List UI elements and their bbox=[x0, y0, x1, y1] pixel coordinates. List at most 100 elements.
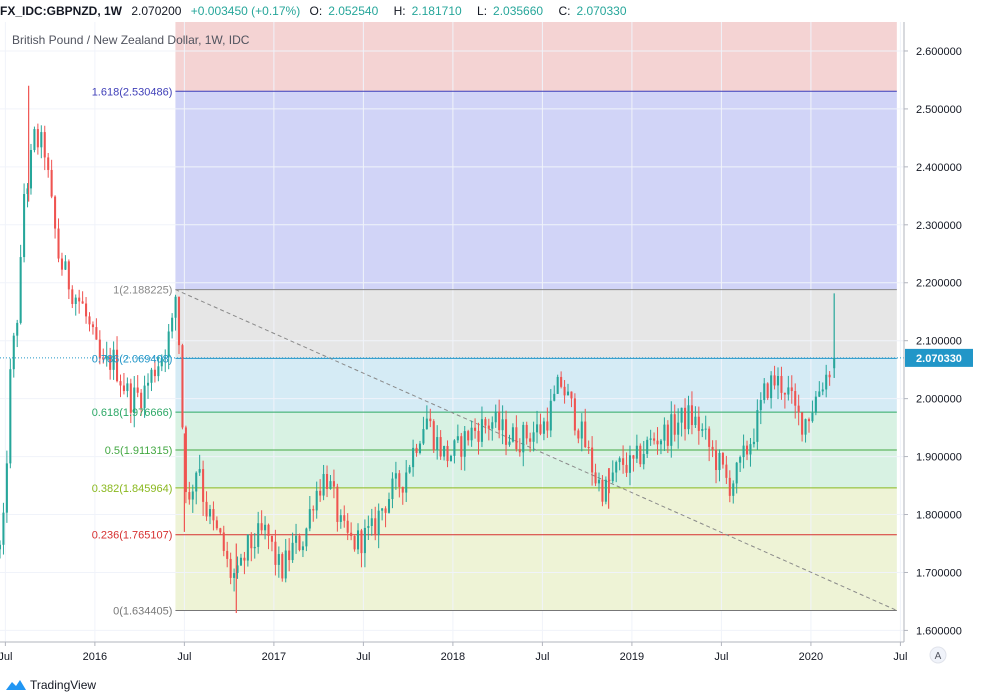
candle-body-38 bbox=[129, 383, 132, 413]
footer-branding: TradingView bbox=[0, 674, 96, 696]
candle-body-93 bbox=[319, 490, 322, 496]
xtick-label-8: Jul bbox=[714, 651, 728, 663]
candle-body-132 bbox=[453, 440, 456, 456]
auto-button-label[interactable]: A bbox=[935, 651, 942, 662]
candle-body-145 bbox=[498, 411, 501, 431]
auto-scale-button[interactable]: A bbox=[929, 646, 947, 664]
candle-body-214 bbox=[735, 462, 738, 484]
close-value: 2.070330 bbox=[576, 4, 627, 18]
candle-body-118 bbox=[405, 472, 408, 493]
candle-body-9 bbox=[29, 150, 33, 189]
candle-body-199 bbox=[684, 407, 687, 430]
candle-body-209 bbox=[718, 452, 721, 471]
candle-body-187 bbox=[642, 453, 645, 465]
candle-body-190 bbox=[653, 438, 656, 441]
fib-label-0.382: 0.382(1.845964) bbox=[92, 483, 173, 495]
candle-body-60 bbox=[205, 501, 208, 517]
candle-body-159 bbox=[546, 421, 549, 431]
candle-body-119 bbox=[408, 467, 411, 473]
candle-body-54 bbox=[184, 427, 187, 493]
candle-body-174 bbox=[597, 479, 601, 484]
fib-level-labels: 1.618(2.530486) 1(2.188225) 0.786(2.069408… bbox=[92, 86, 173, 617]
auto-button-circle[interactable] bbox=[929, 646, 947, 664]
candle-body-168 bbox=[577, 430, 580, 439]
xtick-label-4: Jul bbox=[356, 651, 370, 663]
candle-body-1 bbox=[2, 512, 5, 545]
fib-label-0: 0(1.634405) bbox=[113, 605, 172, 617]
candle-body-121 bbox=[415, 447, 418, 453]
candle-body-161 bbox=[553, 393, 556, 401]
candle-body-173 bbox=[594, 472, 597, 484]
candle-body-78 bbox=[267, 524, 270, 536]
symbol-header: FX_IDC:GBPNZD, 1W 2.070200 +0.003450 (+0… bbox=[0, 0, 986, 22]
candle-body-72 bbox=[246, 534, 249, 561]
candle-body-90 bbox=[308, 509, 311, 529]
candle-body-82 bbox=[281, 554, 284, 579]
candle-body-46 bbox=[157, 366, 160, 377]
candle-body-198 bbox=[680, 407, 683, 423]
candle-body-13 bbox=[43, 132, 46, 158]
candle-body-15 bbox=[50, 169, 53, 197]
candle-body-58 bbox=[198, 469, 201, 473]
symbol-name[interactable]: FX_IDC:GBPNZD, 1W bbox=[0, 4, 123, 18]
candle-body-171 bbox=[587, 446, 590, 448]
candle-body-28 bbox=[95, 327, 98, 340]
candle-body-158 bbox=[542, 421, 545, 434]
candles bbox=[0, 85, 836, 614]
candle-body-202 bbox=[694, 416, 697, 426]
candle-body-183 bbox=[628, 455, 632, 473]
candle-body-203 bbox=[697, 416, 700, 431]
candle-body-222 bbox=[763, 383, 766, 401]
candle-body-163 bbox=[560, 376, 563, 387]
ytick-label-6: 2.200000 bbox=[916, 278, 962, 290]
candle-body-61 bbox=[208, 509, 212, 517]
open-label: O: bbox=[309, 4, 323, 18]
candle-body-49 bbox=[167, 331, 170, 358]
xtick-label-9: 2020 bbox=[799, 651, 823, 663]
candle-body-154 bbox=[529, 438, 532, 442]
candle-body-140 bbox=[480, 419, 483, 442]
candle-body-4 bbox=[12, 335, 15, 370]
candle-body-73 bbox=[250, 534, 253, 549]
diagonal-trend-line bbox=[175, 289, 898, 611]
candle-body-113 bbox=[387, 499, 391, 513]
candle-body-37 bbox=[126, 383, 129, 392]
candle-body-88 bbox=[301, 546, 304, 551]
ytick-label-2: 1.800000 bbox=[916, 510, 962, 522]
candle-body-127 bbox=[436, 437, 439, 451]
chart-title: British Pound / New Zealand Dollar, 1W, … bbox=[12, 33, 250, 47]
candle-body-30 bbox=[102, 358, 105, 360]
fib-trend-line[interactable] bbox=[175, 289, 898, 611]
candle-body-162 bbox=[556, 376, 559, 394]
candle-body-86 bbox=[295, 535, 298, 543]
candle-body-76 bbox=[260, 523, 263, 531]
candle-body-151 bbox=[518, 449, 521, 453]
xtick-label-1: 2016 bbox=[83, 651, 107, 663]
candle-body-177 bbox=[608, 479, 611, 482]
candle-body-104 bbox=[356, 530, 360, 550]
price-chart[interactable]: 1.618(2.530486) 1(2.188225) 0.786(2.069408… bbox=[0, 22, 986, 674]
candle-body-14 bbox=[47, 157, 50, 170]
candle-body-32 bbox=[109, 356, 112, 370]
candle-body-179 bbox=[615, 462, 618, 473]
candle-body-130 bbox=[446, 445, 449, 462]
open-value: 2.052540 bbox=[328, 4, 379, 18]
close-label: C: bbox=[558, 4, 571, 18]
spike-body-4 bbox=[833, 357, 836, 369]
candle-body-227 bbox=[780, 375, 783, 393]
candle-body-34 bbox=[116, 349, 119, 382]
candle-body-21 bbox=[71, 289, 74, 304]
xtick-label-10: Jul bbox=[893, 651, 907, 663]
fib-zones bbox=[175, 22, 897, 611]
price-tag-text: 2.070330 bbox=[916, 353, 962, 365]
candle-body-84 bbox=[288, 550, 291, 561]
price-axis-bg[interactable] bbox=[904, 22, 986, 674]
fib-label-0.236: 0.236(1.765107) bbox=[92, 530, 173, 542]
candle-body-125 bbox=[429, 418, 432, 422]
candle-body-101 bbox=[346, 520, 349, 533]
brand-name[interactable]: TradingView bbox=[30, 678, 97, 692]
candle-body-232 bbox=[797, 405, 800, 413]
ytick-label-7: 2.300000 bbox=[916, 220, 962, 232]
candle-body-176 bbox=[604, 479, 607, 502]
candle-body-67 bbox=[229, 558, 232, 578]
